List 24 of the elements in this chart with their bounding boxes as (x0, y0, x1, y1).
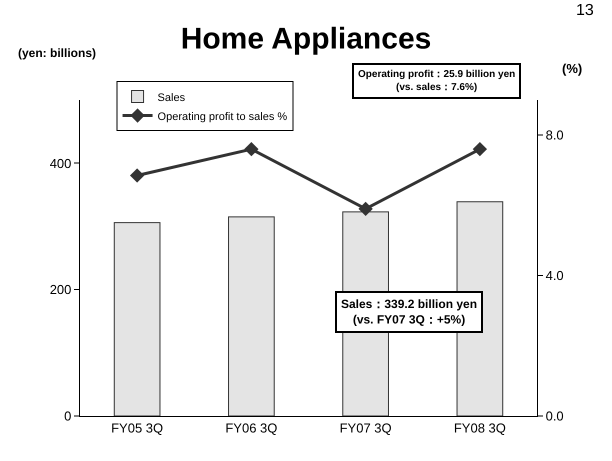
y2-tick-label: 8.0 (546, 128, 564, 143)
x-tick-label: FY05 3Q (111, 420, 164, 436)
point (472, 142, 488, 156)
y-tick-label: 200 (50, 282, 72, 298)
legend-label: Operating profit to sales % (158, 110, 288, 123)
y-axis-title: (yen: billions) (18, 46, 96, 60)
point (358, 202, 373, 216)
x-tick-label: FY06 3Q (225, 420, 278, 436)
chart-title: Home Appliances (180, 22, 432, 56)
x-tick-label: FY08 3Q (454, 420, 506, 436)
y2-tick-label: 4.0 (546, 268, 564, 284)
y-tick-label: 0 (64, 408, 72, 424)
bar (114, 222, 160, 416)
bar (228, 216, 275, 416)
y2-axis-title: (%) (562, 61, 582, 76)
point (130, 168, 144, 183)
text: 13 (576, 2, 594, 19)
point (244, 142, 259, 156)
y-tick-label: 400 (50, 156, 72, 171)
x-tick-label: FY07 3Q (340, 420, 392, 436)
text: Operating profit：25.9 billion yen (vs. sales：7.6%) (358, 69, 516, 93)
annotation: Sales：339.2 billion yen (vs. FY07 3Q：+5%) (341, 297, 478, 327)
legend-label: Sales (158, 92, 186, 104)
y2-tick-label: 0.0 (546, 408, 564, 424)
